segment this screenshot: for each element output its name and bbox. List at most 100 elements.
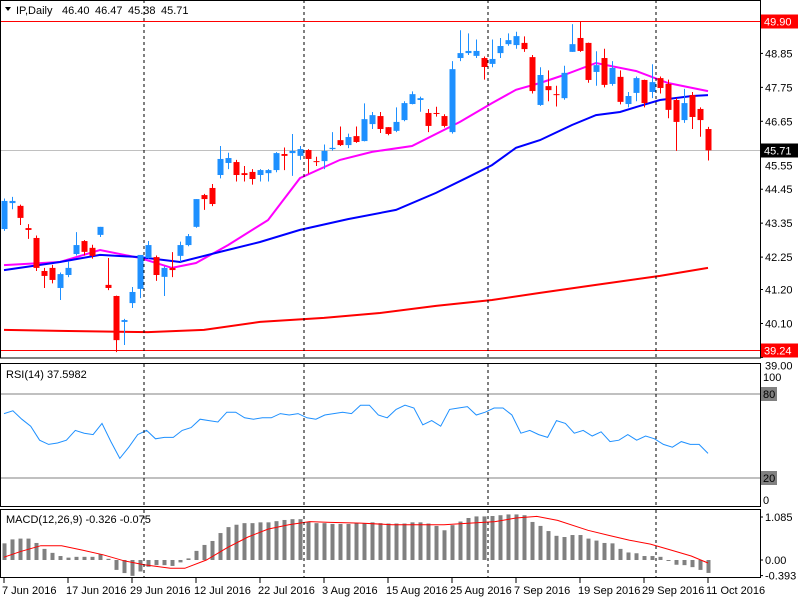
candle[interactable] xyxy=(689,91,696,130)
candle[interactable] xyxy=(289,133,296,176)
candle[interactable] xyxy=(513,31,520,49)
candle[interactable] xyxy=(321,144,328,170)
candle[interactable] xyxy=(409,91,416,105)
candle[interactable] xyxy=(633,76,640,102)
candle[interactable] xyxy=(97,226,104,238)
candle[interactable] xyxy=(569,24,576,52)
candle[interactable] xyxy=(121,318,128,346)
candle[interactable] xyxy=(697,107,704,137)
candle[interactable] xyxy=(353,126,360,143)
candle[interactable] xyxy=(521,36,528,52)
candle[interactable] xyxy=(601,48,608,88)
macd-histogram-bar xyxy=(34,542,39,560)
candle[interactable] xyxy=(81,240,88,256)
candle[interactable] xyxy=(657,76,664,94)
candle[interactable] xyxy=(593,51,600,86)
candle[interactable] xyxy=(393,107,400,133)
candle[interactable] xyxy=(337,126,344,146)
candle[interactable] xyxy=(385,127,392,136)
candle[interactable] xyxy=(137,254,144,299)
candle[interactable] xyxy=(481,56,488,80)
candle[interactable] xyxy=(9,196,16,210)
candle[interactable] xyxy=(457,30,464,62)
candle[interactable] xyxy=(273,152,280,173)
candle[interactable] xyxy=(1,198,8,231)
candle[interactable] xyxy=(193,199,200,228)
candle[interactable] xyxy=(497,37,504,59)
candle[interactable] xyxy=(377,112,384,134)
candle[interactable] xyxy=(473,39,480,59)
candle[interactable] xyxy=(17,204,24,226)
candle[interactable] xyxy=(129,287,136,309)
candle[interactable] xyxy=(553,85,560,107)
candle[interactable] xyxy=(609,61,616,86)
candle[interactable] xyxy=(617,70,624,105)
candle[interactable] xyxy=(105,258,112,291)
candle[interactable] xyxy=(665,79,672,119)
candle[interactable] xyxy=(65,261,72,278)
candle-body xyxy=(513,36,520,46)
candle[interactable] xyxy=(449,61,456,134)
candle[interactable] xyxy=(625,91,632,108)
candle-body xyxy=(361,119,368,142)
candle[interactable] xyxy=(649,64,656,99)
candle[interactable] xyxy=(545,70,552,102)
candle[interactable] xyxy=(153,255,160,281)
candle[interactable] xyxy=(25,224,32,239)
candle[interactable] xyxy=(241,166,248,182)
candle[interactable] xyxy=(577,21,584,52)
candle[interactable] xyxy=(537,67,544,106)
candle[interactable] xyxy=(209,183,216,207)
candle[interactable] xyxy=(73,232,80,256)
candle[interactable] xyxy=(257,169,264,182)
candle[interactable] xyxy=(217,145,224,179)
rsi-panel[interactable]: 100 80 20 0 xyxy=(1,372,781,507)
candle[interactable] xyxy=(585,42,592,83)
candle[interactable] xyxy=(673,98,680,151)
candle[interactable] xyxy=(177,241,184,262)
candle-body xyxy=(73,245,80,255)
candle-body xyxy=(465,50,472,54)
candle[interactable] xyxy=(161,266,168,296)
candle[interactable] xyxy=(489,39,496,68)
candle[interactable] xyxy=(465,33,472,55)
candle[interactable] xyxy=(233,159,240,182)
candle[interactable] xyxy=(441,114,448,128)
candle[interactable] xyxy=(169,252,176,278)
candle[interactable] xyxy=(89,244,96,259)
price-panel[interactable]: 49.90 39.24 45.71 48.85 47.75 46.65 45.55 44.45… xyxy=(1,14,798,373)
candle[interactable] xyxy=(705,126,712,161)
candle[interactable] xyxy=(425,108,432,133)
candle[interactable] xyxy=(529,54,536,94)
candle[interactable] xyxy=(329,132,336,151)
candle[interactable] xyxy=(33,235,40,271)
candle[interactable] xyxy=(145,241,152,259)
macd-panel[interactable]: 1.085 0.00 -0.393 xyxy=(2,512,797,583)
candle[interactable] xyxy=(297,145,304,160)
candle[interactable] xyxy=(681,88,688,123)
candle[interactable] xyxy=(49,264,56,284)
candle[interactable] xyxy=(561,65,568,100)
macd-histogram-bar xyxy=(634,553,639,560)
candle[interactable] xyxy=(281,147,288,171)
candle[interactable] xyxy=(369,112,376,130)
candle[interactable] xyxy=(305,149,312,174)
candle[interactable] xyxy=(113,295,120,353)
candle[interactable] xyxy=(433,106,440,117)
candle[interactable] xyxy=(185,233,192,247)
dropdown-triangle-icon[interactable] xyxy=(5,7,11,11)
candle[interactable] xyxy=(249,169,256,185)
candle[interactable] xyxy=(345,133,352,149)
candle[interactable] xyxy=(313,156,320,167)
candle[interactable] xyxy=(361,103,368,142)
candle[interactable] xyxy=(41,267,48,288)
candle[interactable] xyxy=(641,79,648,108)
candle[interactable] xyxy=(505,33,512,46)
candle[interactable] xyxy=(225,152,232,170)
candle[interactable] xyxy=(57,272,64,301)
candle[interactable] xyxy=(201,193,208,210)
candle[interactable] xyxy=(401,101,408,122)
candle[interactable] xyxy=(265,169,272,182)
candle[interactable] xyxy=(417,96,424,112)
